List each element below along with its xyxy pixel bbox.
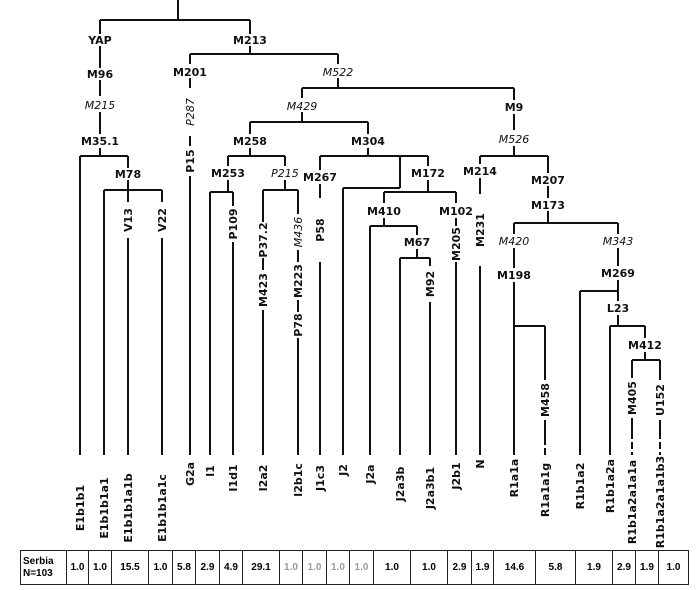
marker-label: L23 [607, 302, 629, 315]
marker-label: P15 [184, 149, 197, 172]
marker-label: M173 [531, 199, 565, 212]
marker-label: M343 [603, 235, 634, 248]
haplogroup-label: R1b1a2a [604, 459, 617, 513]
marker-label: M522 [323, 66, 354, 79]
marker-label: M207 [531, 174, 565, 187]
frequency-cell: 1.0 [148, 550, 173, 585]
haplogroup-label: I2b1c [292, 463, 305, 497]
population-cell: Serbia N=103 [20, 550, 67, 585]
marker-label: M412 [628, 339, 662, 352]
frequency-cell: 2.9 [447, 550, 472, 585]
haplogroup-label: I2a2 [257, 465, 270, 492]
haplogroup-label: N [474, 459, 487, 468]
haplogroup-label: J2a3b1 [424, 467, 437, 510]
frequency-cell: 5.8 [535, 550, 576, 585]
marker-label: M410 [367, 205, 401, 218]
marker-label: M67 [404, 236, 430, 249]
marker-label: M258 [233, 135, 267, 148]
haplogroup-label: I1d1 [227, 464, 240, 491]
population-name: Serbia [23, 555, 54, 567]
marker-label: P78 [292, 313, 305, 336]
marker-label: V22 [156, 208, 169, 232]
marker-label: M172 [411, 167, 445, 180]
marker-label: M198 [497, 269, 531, 282]
frequency-cell: 1.0 [66, 550, 89, 585]
frequency-cell: 1.0 [326, 550, 350, 585]
frequency-cell: 14.6 [493, 550, 536, 585]
haplogroup-label: J2 [337, 464, 350, 477]
frequency-cell: 1.0 [658, 550, 689, 585]
frequency-row: Serbia N=103 1.0 1.0 15.5 1.0 5.8 2.9 4.… [20, 550, 689, 585]
haplogroup-label: R1a1a [508, 459, 521, 498]
marker-label: P58 [314, 218, 327, 241]
marker-label: V13 [122, 208, 135, 232]
haplogroup-label: J2b1 [450, 462, 463, 490]
marker-label: M304 [351, 135, 385, 148]
frequency-cell: 1.0 [410, 550, 448, 585]
haplogroup-label: J2a3b [394, 467, 407, 503]
haplogroup-label: E1b1b1a1b [122, 473, 135, 542]
haplogroup-label: E1b1b1a1 [98, 477, 111, 538]
marker-label: M92 [424, 271, 437, 297]
haplogroup-label: R1b1a2a1a1a [626, 460, 639, 544]
haplogroup-label: E1b1b1a1c [156, 474, 169, 542]
marker-label: M269 [601, 267, 635, 280]
frequency-cell: 4.9 [219, 550, 243, 585]
marker-label: M102 [439, 205, 473, 218]
haplogroup-label: R1a1a1g [539, 463, 552, 517]
marker-label: M213 [233, 34, 267, 47]
haplogroup-label: I1 [204, 465, 217, 477]
marker-label: M215 [85, 99, 116, 112]
haplogroup-label: R1b1a2 [574, 463, 587, 510]
marker-label: M405 [626, 381, 639, 415]
frequency-cell: 1.9 [635, 550, 659, 585]
frequency-table: Serbia N=103 1.0 1.0 15.5 1.0 5.8 2.9 4.… [20, 550, 689, 585]
frequency-cell: 1.0 [373, 550, 411, 585]
marker-label: P37.2 [257, 222, 270, 257]
frequency-cell: 1.0 [279, 550, 303, 585]
marker-label: M9 [505, 101, 524, 114]
haplogroup-label: G2a [184, 462, 197, 486]
marker-label: M223 [292, 264, 305, 298]
frequency-cell: 1.0 [88, 550, 112, 585]
frequency-cell: 29.1 [242, 550, 280, 585]
marker-label: M420 [499, 235, 530, 248]
marker-label: P109 [227, 208, 240, 239]
marker-label: YAP [87, 34, 112, 47]
frequency-cell: 5.8 [172, 550, 196, 585]
frequency-cell: 1.9 [471, 550, 494, 585]
marker-label: U152 [654, 384, 667, 416]
marker-label: M429 [287, 100, 318, 113]
marker-label: M214 [463, 165, 497, 178]
marker-label: M436 [292, 217, 305, 248]
frequency-cell: 2.9 [195, 550, 220, 585]
haplogroup-label: R1b1a2a1a1b3 [654, 456, 667, 548]
marker-label: P287 [184, 98, 197, 126]
frequency-cell: 15.5 [111, 550, 149, 585]
marker-label: M231 [474, 213, 487, 247]
marker-label: M267 [303, 171, 337, 184]
frequency-cell: 1.0 [302, 550, 327, 585]
frequency-cell: 1.9 [575, 550, 613, 585]
frequency-cell: 1.0 [349, 550, 374, 585]
marker-label: M458 [539, 383, 552, 417]
haplogroup-label: J1c3 [314, 465, 327, 492]
marker-label: M526 [499, 133, 530, 146]
marker-label: M253 [211, 167, 245, 180]
marker-label: M205 [450, 227, 463, 261]
haplogroup-label: J2a [364, 464, 377, 484]
haplogroup-label: E1b1b1 [74, 485, 87, 531]
marker-label: M423 [257, 273, 270, 307]
marker-label: M96 [87, 68, 114, 81]
frequency-cell: 2.9 [612, 550, 636, 585]
marker-label: M78 [115, 168, 141, 181]
marker-label: M35.1 [81, 135, 119, 148]
sample-size: N=103 [23, 567, 53, 579]
marker-label: M201 [173, 66, 207, 79]
marker-label: P215 [271, 167, 299, 180]
